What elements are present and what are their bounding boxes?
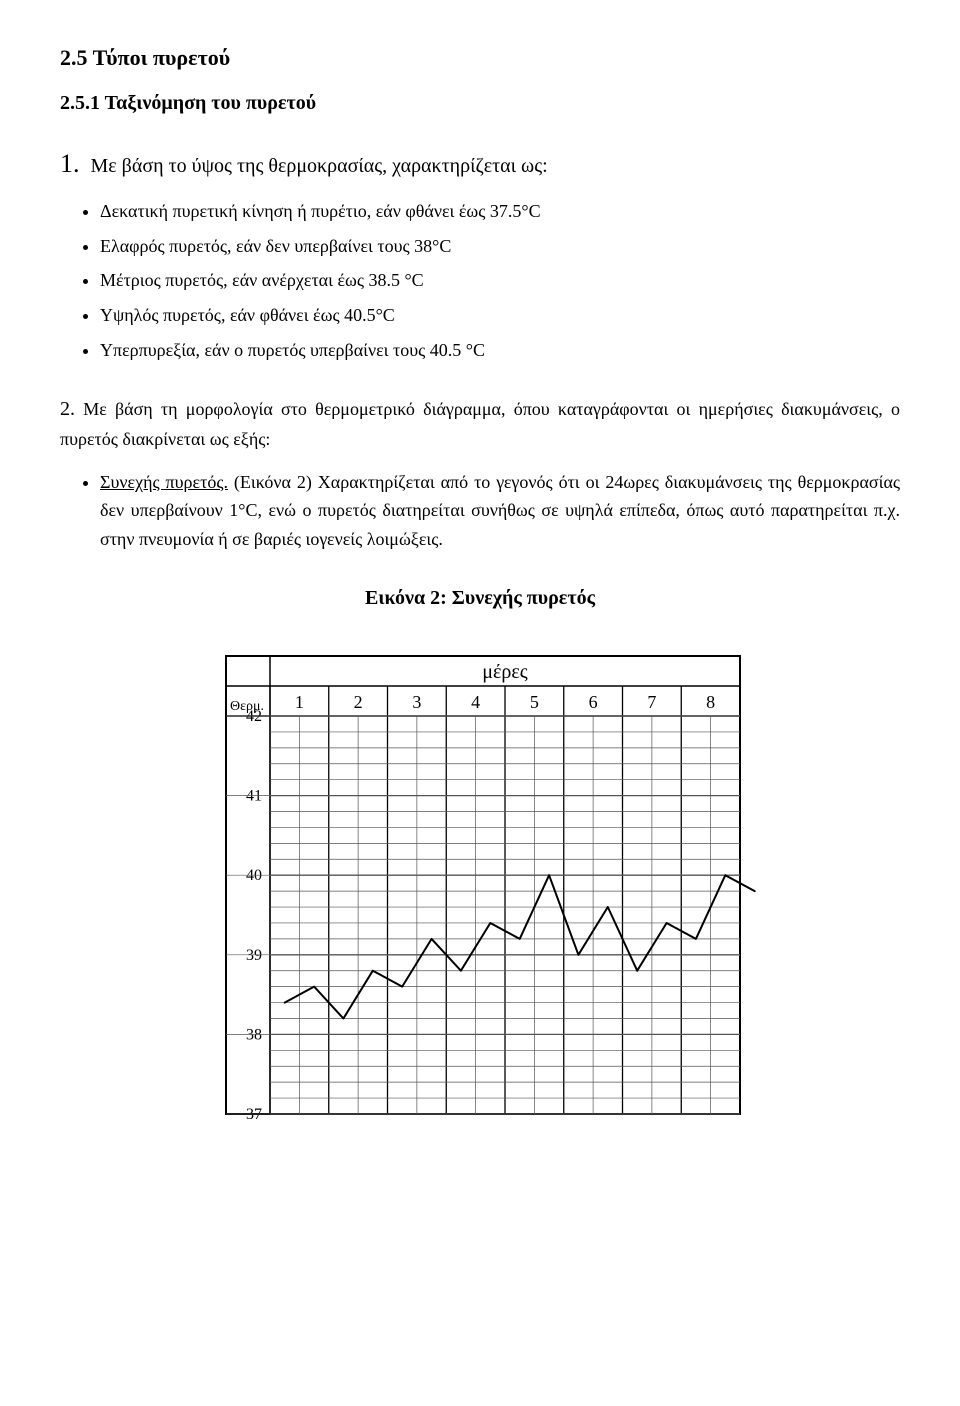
bullet-2-label: Συνεχής πυρετός. (100, 472, 228, 492)
svg-text:6: 6 (589, 692, 598, 712)
svg-text:4: 4 (471, 692, 480, 712)
bullet-list-2: Συνεχής πυρετός. (Εικόνα 2) Χαρακτηρίζετ… (60, 468, 900, 554)
list-item: Δεκατική πυρετική κίνηση ή πυρέτιο, εάν … (100, 197, 900, 226)
list-item: Συνεχής πυρετός. (Εικόνα 2) Χαρακτηρίζετ… (100, 468, 900, 554)
figure-title: Εικόνα 2: Συνεχής πυρετός (60, 582, 900, 614)
svg-text:38: 38 (246, 1026, 262, 1043)
list-item: Ελαφρός πυρετός, εάν δεν υπερβαίνει τους… (100, 232, 900, 261)
lead-2-number: 2. (60, 398, 75, 420)
svg-text:39: 39 (246, 947, 262, 964)
svg-text:3: 3 (412, 692, 421, 712)
bullet-list-1: Δεκατική πυρετική κίνηση ή πυρέτιο, εάν … (60, 197, 900, 365)
svg-text:41: 41 (246, 788, 262, 805)
section-title: 2.5 Τύποι πυρετού (60, 40, 900, 75)
svg-text:42: 42 (246, 708, 262, 725)
svg-text:5: 5 (530, 692, 539, 712)
list-item: Υπερπυρεξία, εάν ο πυρετός υπερβαίνει το… (100, 336, 900, 365)
subsection-title: 2.5.1 Ταξινόμηση του πυρετού (60, 87, 900, 119)
list-item: Υψηλός πυρετός, εάν φθάνει έως 40.5°C (100, 301, 900, 330)
svg-text:40: 40 (246, 867, 262, 884)
svg-text:μέρες: μέρες (482, 661, 528, 683)
lead-1-number: 1. (60, 149, 80, 178)
svg-text:8: 8 (706, 692, 715, 712)
svg-text:2: 2 (354, 692, 363, 712)
svg-text:7: 7 (647, 692, 656, 712)
list-item: Μέτριος πυρετός, εάν ανέρχεται έως 38.5 … (100, 266, 900, 295)
lead-2: 2. Με βάση τη μορφολογία στο θερμομετρικ… (60, 393, 900, 454)
lead-2-text: Με βάση τη μορφολογία στο θερμομετρικό δ… (60, 399, 900, 449)
svg-text:37: 37 (246, 1106, 262, 1123)
lead-1-text: Με βάση το ύψος της θερμοκρασίας, χαρακτ… (86, 155, 548, 177)
svg-text:1: 1 (295, 692, 304, 712)
lead-1: 1. Με βάση το ύψος της θερμοκρασίας, χαρ… (60, 143, 900, 185)
fever-chart: μέρες12345678Θερμ.373839404142 (200, 634, 760, 1134)
